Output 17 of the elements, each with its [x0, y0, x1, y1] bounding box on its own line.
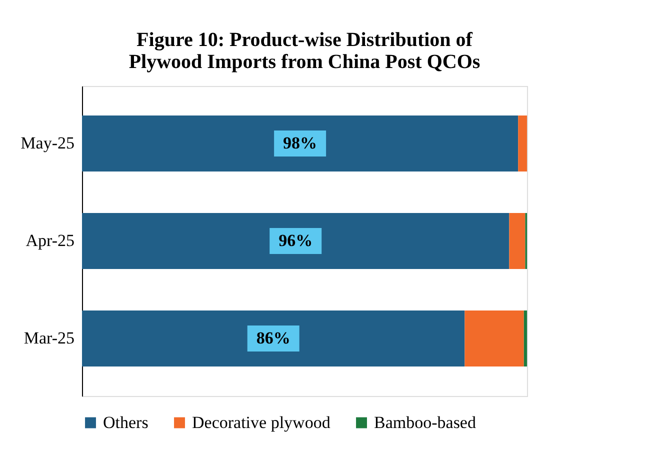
- legend-label: Decorative plywood: [192, 412, 331, 432]
- data-label: 96%: [278, 231, 313, 250]
- bar: [524, 310, 527, 366]
- bar: [82, 116, 518, 172]
- legend-label: Others: [103, 412, 148, 432]
- bar: [518, 116, 527, 172]
- y-tick-label: Mar-25: [24, 328, 74, 348]
- legend-label: Bamboo-based: [374, 412, 476, 432]
- data-label: 86%: [256, 328, 290, 348]
- bar: [82, 310, 465, 366]
- chart-title: Figure 10: Product-wise Distribution of Plywood Imports from China Post QCOs: [128, 29, 480, 73]
- y-tick-label: Apr-25: [26, 231, 74, 250]
- data-label: 98%: [283, 134, 318, 153]
- bar: [464, 310, 524, 366]
- bar: [82, 213, 510, 269]
- y-tick-label: May-25: [20, 134, 74, 153]
- bar: [509, 213, 526, 269]
